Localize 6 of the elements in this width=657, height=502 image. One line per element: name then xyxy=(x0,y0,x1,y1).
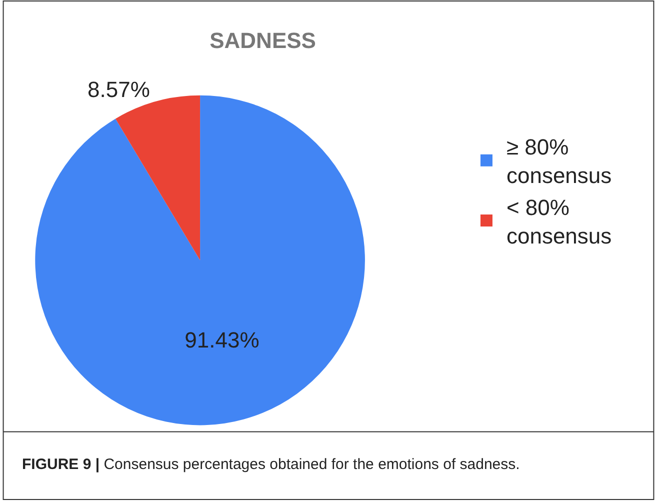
data-label: 91.43% xyxy=(184,327,260,352)
chart-title: SADNESS xyxy=(210,28,316,53)
legend-label: < 80% consensus xyxy=(506,194,612,248)
caption: FIGURE 9 | Consensus percentages obtained for the emotions of sadness. xyxy=(22,456,520,473)
legend-label: ≥ 80% consensus xyxy=(506,134,612,188)
data-label: 8.57% xyxy=(88,77,150,102)
